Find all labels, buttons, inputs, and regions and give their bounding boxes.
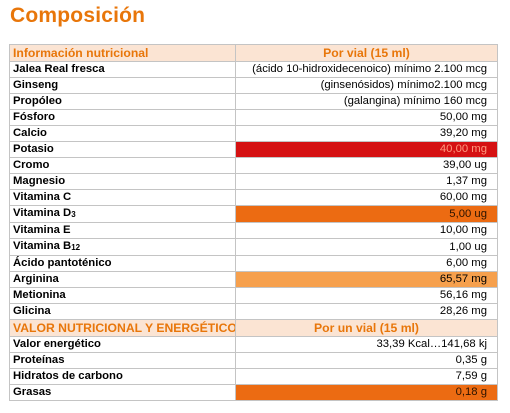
composition-table: Información nutricional Por vial (15 ml)… [9, 44, 498, 401]
header-label: VALOR NUTRICIONAL Y ENERGÉTICO [9, 319, 236, 337]
row-name-subscript: 3 [71, 210, 76, 219]
table-row: Magnesio 1,37 mg [9, 173, 498, 190]
row-value: 56,16 mg [235, 287, 498, 304]
row-name: Arginina [9, 271, 236, 288]
row-name: Metionina [9, 287, 236, 304]
header-value: Por vial (15 ml) [235, 44, 498, 62]
row-name: Propóleo [9, 93, 236, 110]
row-value: 1,00 ug [235, 238, 498, 256]
row-name-subscript: 12 [71, 243, 81, 252]
table-row: Cromo 39,00 ug [9, 157, 498, 174]
row-name: Cromo [9, 157, 236, 174]
row-name-text: Vitamina D [13, 207, 72, 219]
energy-header-row: VALOR NUTRICIONAL Y ENERGÉTICO Por un vi… [9, 319, 498, 337]
row-value: 10,00 mg [235, 222, 498, 239]
table-row: Metionina 56,16 mg [9, 287, 498, 304]
row-name: Fósforo [9, 109, 236, 126]
row-name: Grasas [9, 384, 236, 401]
table-row: Vitamina B12 1,00 ug [9, 238, 498, 256]
table-row: Jalea Real fresca (ácido 10-hidroxidecen… [9, 61, 498, 78]
table-row: Valor energético 33,39 Kcal…141,68 kj [9, 336, 498, 353]
row-value: 39,00 ug [235, 157, 498, 174]
row-value: 6,00 mg [235, 255, 498, 272]
header-label: Información nutricional [9, 44, 236, 62]
row-value: 65,57 mg [235, 271, 498, 288]
row-value: (ginsenósidos) mínimo2.100 mcg [235, 77, 498, 94]
row-value: 0,35 g [235, 352, 498, 369]
header-value: Por un vial (15 ml) [235, 319, 498, 337]
row-name: Calcio [9, 125, 236, 142]
table-row: Ginseng (ginsenósidos) mínimo2.100 mcg [9, 77, 498, 94]
row-name: Valor energético [9, 336, 236, 353]
row-name: Jalea Real fresca [9, 61, 236, 78]
row-value: (ácido 10-hidroxidecenoico) mínimo 2.100… [235, 61, 498, 78]
row-name: Ácido pantoténico [9, 255, 236, 272]
page-title: Composición [10, 4, 146, 27]
row-value: 0,18 g [235, 384, 498, 401]
table-row: Vitamina D3 5,00 ug [9, 205, 498, 223]
table-row: Hidratos de carbono 7,59 g [9, 368, 498, 385]
table-row: Ácido pantoténico 6,00 mg [9, 255, 498, 272]
row-value: 40,00 mg [235, 141, 498, 158]
table-row: Glicina 28,26 mg [9, 303, 498, 320]
table-row: Vitamina C 60,00 mg [9, 189, 498, 206]
row-name: Vitamina C [9, 189, 236, 206]
row-name: Vitamina B12 [9, 238, 236, 256]
row-value: 39,20 mg [235, 125, 498, 142]
row-value: (galangina) mínimo 160 mcg [235, 93, 498, 110]
table-row: Vitamina E 10,00 mg [9, 222, 498, 239]
row-name: Hidratos de carbono [9, 368, 236, 385]
row-value: 33,39 Kcal…141,68 kj [235, 336, 498, 353]
table-row: Proteínas 0,35 g [9, 352, 498, 369]
row-name: Magnesio [9, 173, 236, 190]
row-value: 60,00 mg [235, 189, 498, 206]
row-name-text: Vitamina B [13, 240, 72, 252]
row-value: 5,00 ug [235, 205, 498, 223]
row-name: Vitamina E [9, 222, 236, 239]
row-name: Proteínas [9, 352, 236, 369]
row-name: Glicina [9, 303, 236, 320]
row-name: Potasio [9, 141, 236, 158]
row-value: 7,59 g [235, 368, 498, 385]
table-row: Arginina 65,57 mg [9, 271, 498, 288]
row-name: Vitamina D3 [9, 205, 236, 223]
table-row: Calcio 39,20 mg [9, 125, 498, 142]
row-value: 50,00 mg [235, 109, 498, 126]
table-row: Fósforo 50,00 mg [9, 109, 498, 126]
row-value: 1,37 mg [235, 173, 498, 190]
table-row: Grasas 0,18 g [9, 384, 498, 401]
table-row: Propóleo (galangina) mínimo 160 mcg [9, 93, 498, 110]
table-row: Potasio 40,00 mg [9, 141, 498, 158]
row-value: 28,26 mg [235, 303, 498, 320]
nutrition-header-row: Información nutricional Por vial (15 ml) [9, 44, 498, 62]
row-name: Ginseng [9, 77, 236, 94]
